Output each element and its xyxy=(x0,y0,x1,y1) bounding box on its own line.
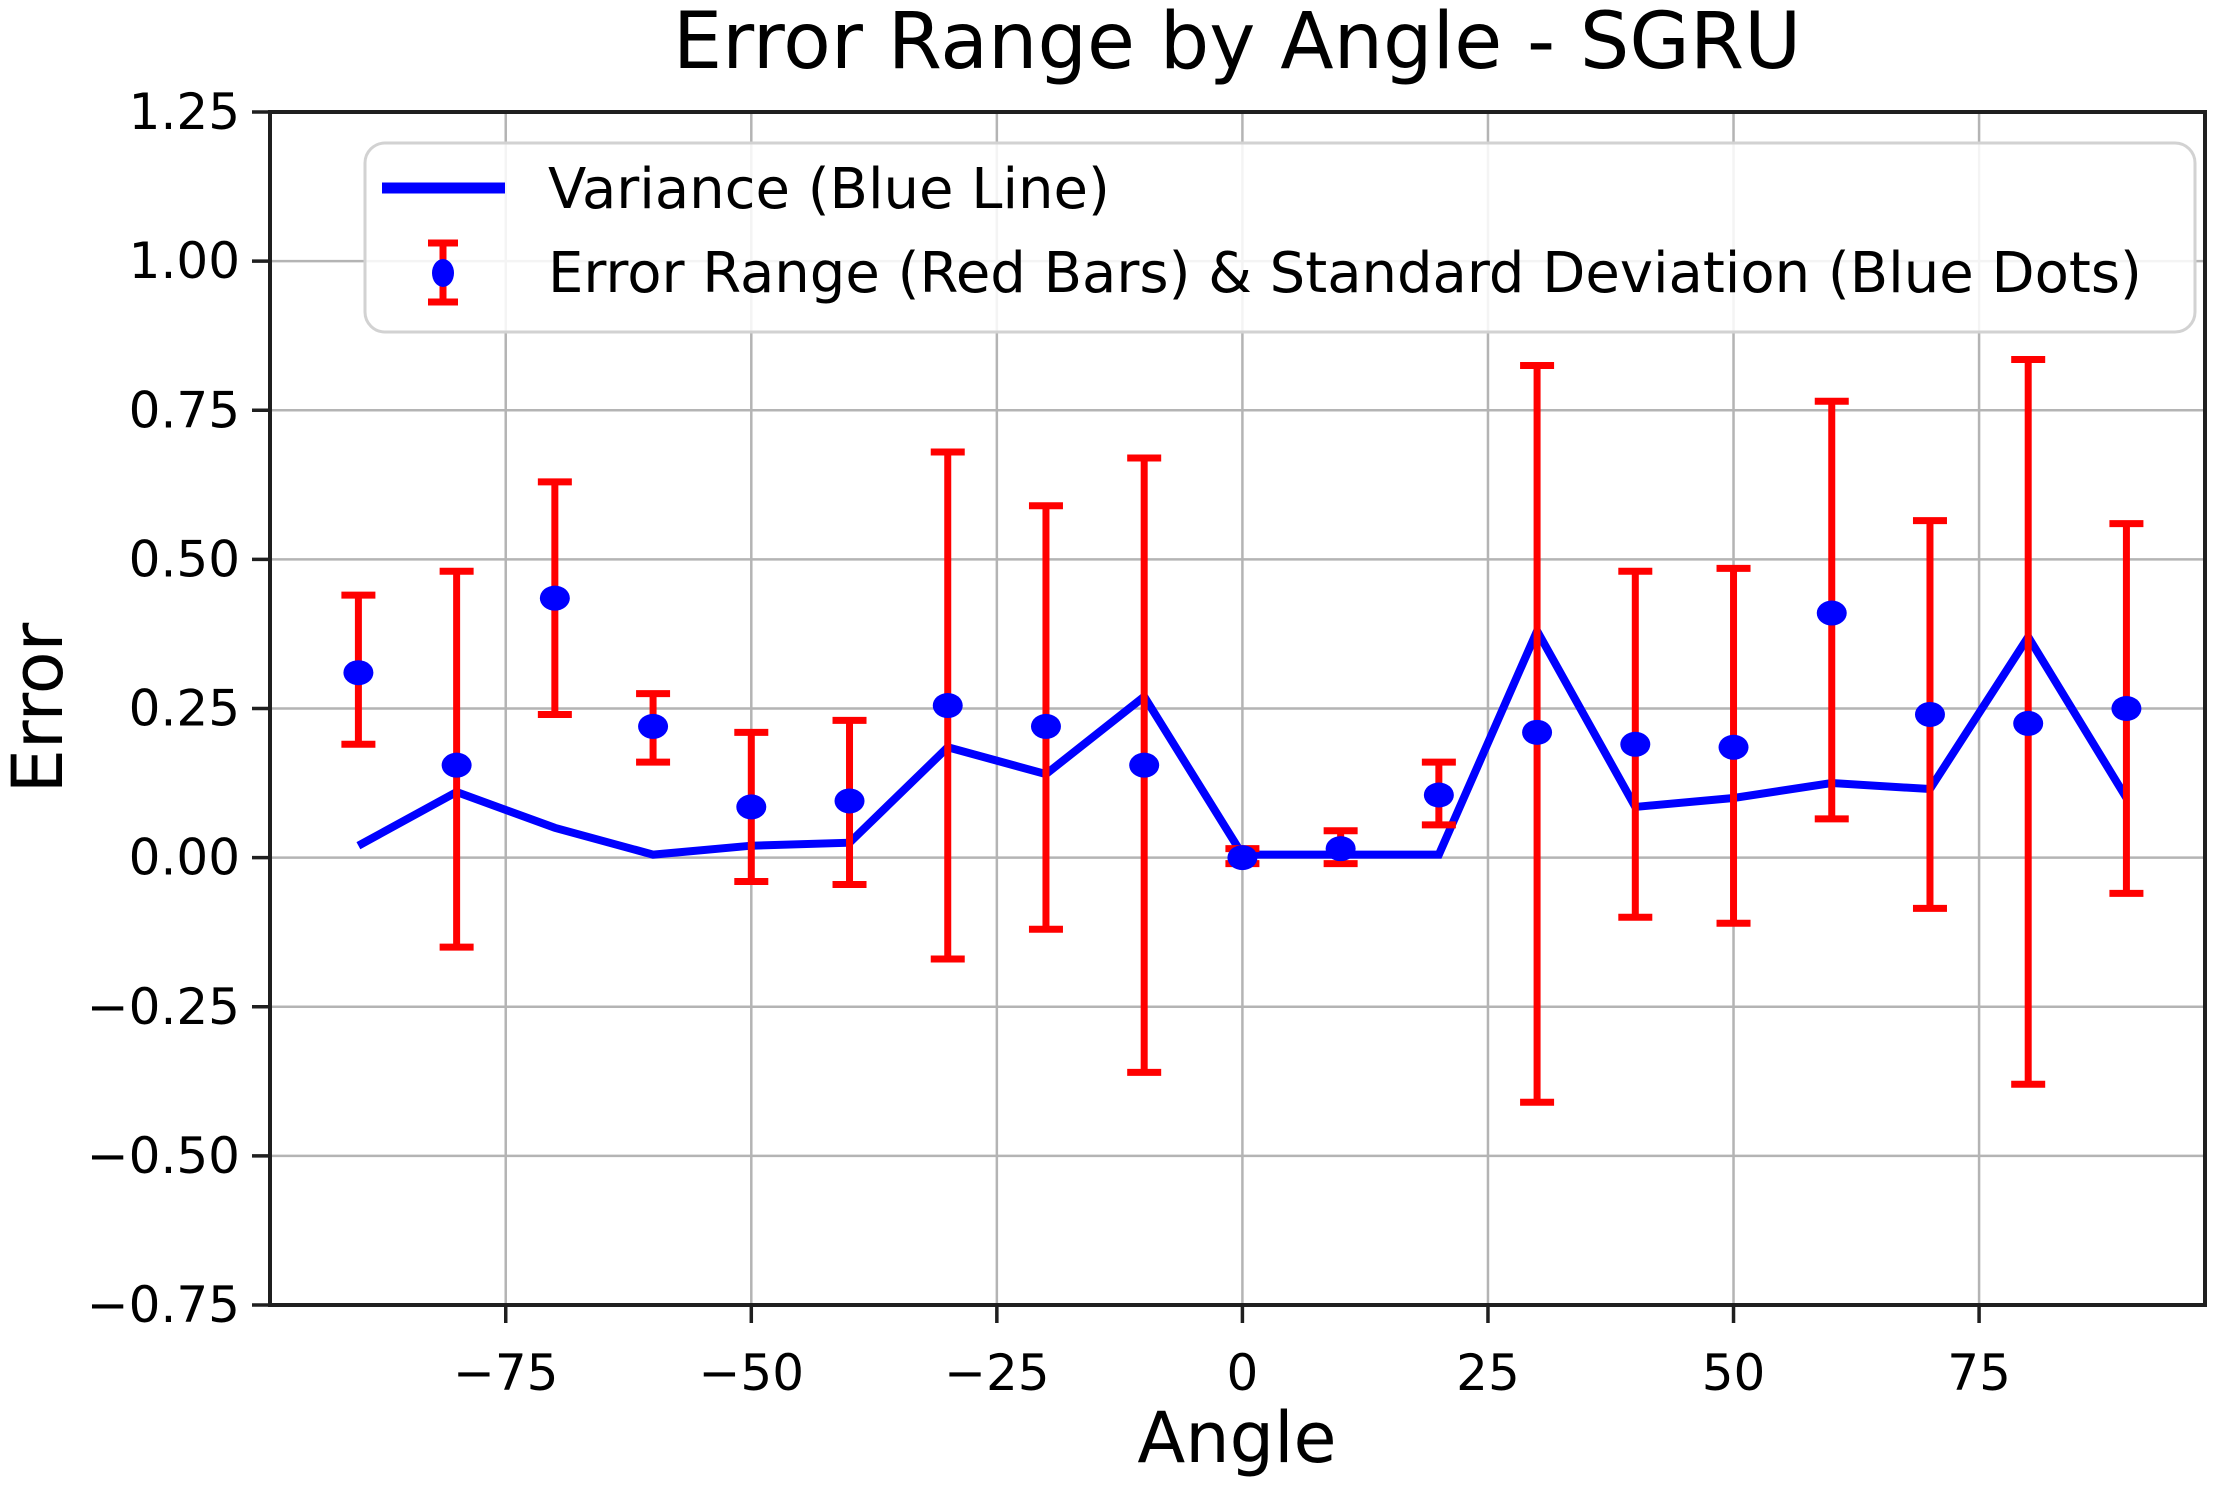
x-tick-label: −75 xyxy=(453,1344,559,1402)
std-dev-dot xyxy=(1030,713,1061,739)
std-dev-dot xyxy=(834,788,865,814)
std-dev-dot xyxy=(2111,696,2142,721)
std-dev-dot xyxy=(1718,734,1749,760)
y-tick-labels: 1.25 1.00 0.75 0.50 0.25 0.00 −0.25 −0.50 −0.75 xyxy=(87,83,240,1334)
y-tick-label: 1.00 xyxy=(129,232,240,290)
std-dev-dot xyxy=(1423,782,1454,808)
std-dev-dot xyxy=(1129,752,1160,778)
legend-errorbar-swatch-icon xyxy=(428,239,458,306)
y-tick-label: 1.25 xyxy=(129,83,240,141)
std-dev-dot xyxy=(2013,710,2044,736)
std-dev-dot xyxy=(638,713,669,739)
x-axis-label: Angle xyxy=(1137,1397,1336,1479)
std-dev-dot xyxy=(1816,600,1847,626)
std-dev-dot xyxy=(1620,731,1651,757)
legend: Variance (Blue Line) Error Range (Red Ba… xyxy=(363,141,2197,334)
axis-ticks xyxy=(252,110,1981,1323)
std-dev-dot xyxy=(539,585,570,611)
std-dev-dot xyxy=(343,660,374,686)
std-dev-dot xyxy=(736,794,767,820)
y-tick-label: −0.75 xyxy=(87,1276,240,1334)
x-tick-label: 50 xyxy=(1702,1344,1766,1402)
y-tick-label: 0.75 xyxy=(129,381,240,439)
y-tick-label: 0.25 xyxy=(129,680,240,738)
std-dev-dot xyxy=(1227,845,1258,871)
y-axis-label: Error xyxy=(0,622,79,793)
y-tick-label: 0.50 xyxy=(129,530,240,588)
x-tick-label: 25 xyxy=(1456,1344,1520,1402)
y-tick-label: −0.25 xyxy=(87,978,240,1036)
std-dev-dot xyxy=(441,752,472,778)
y-tick-label: −0.50 xyxy=(87,1127,240,1185)
x-tick-labels: −75 −50 −25 0 25 50 75 xyxy=(453,1344,2011,1402)
x-tick-label: 0 xyxy=(1227,1344,1259,1402)
chart-title: Error Range by Angle - SGRU xyxy=(673,0,1801,87)
std-dev-dot xyxy=(1914,701,1945,727)
std-dev-dot xyxy=(1325,836,1356,862)
y-tick-label: 0.00 xyxy=(129,829,240,887)
legend-entry-variance: Variance (Blue Line) xyxy=(548,157,1110,222)
std-dev-dot xyxy=(932,693,963,719)
std-dev-dot xyxy=(1522,719,1553,745)
x-tick-label: −25 xyxy=(944,1344,1050,1402)
x-tick-label: 75 xyxy=(1947,1344,2011,1402)
legend-entry-error-range: Error Range (Red Bars) & Standard Deviat… xyxy=(548,241,2142,306)
std-dev-dot-series xyxy=(343,585,2142,871)
legend-box xyxy=(363,141,2197,334)
x-tick-label: −50 xyxy=(699,1344,805,1402)
